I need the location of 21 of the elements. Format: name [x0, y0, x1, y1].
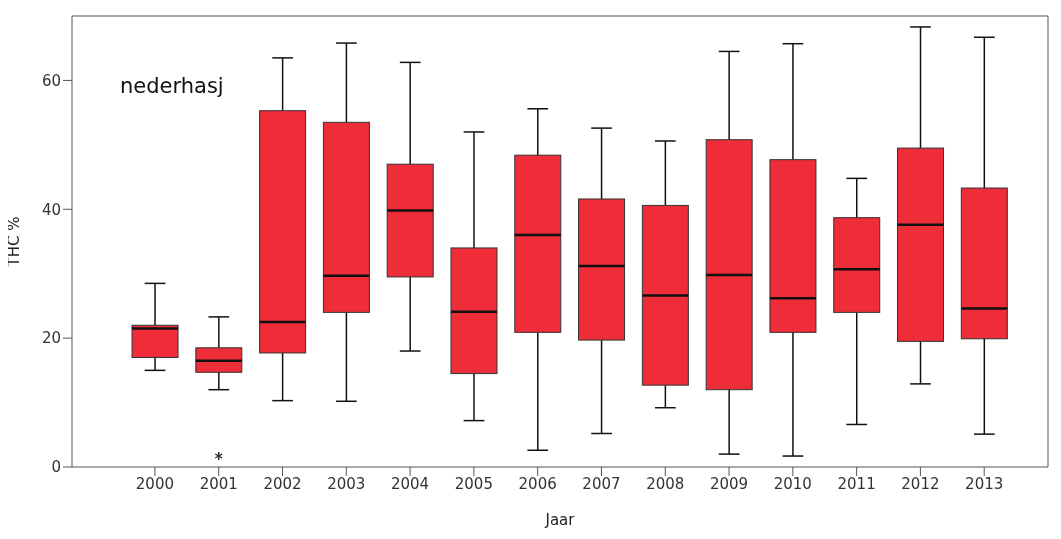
- x-axis-title: Jaar: [544, 511, 576, 529]
- y-tick-label: 60: [41, 71, 61, 90]
- x-tick-label: 2009: [709, 474, 749, 493]
- x-tick-label: 2004: [391, 474, 430, 493]
- x-tick-label: 2012: [901, 474, 940, 493]
- y-tick-label: 0: [51, 458, 61, 477]
- y-tick-label: 40: [41, 200, 61, 219]
- x-tick-label: 2010: [773, 474, 812, 493]
- x-tick-label: 2011: [837, 474, 876, 493]
- x-tick-label: 2013: [965, 474, 1004, 493]
- annotation: nederhasj: [120, 74, 224, 98]
- y-axis-title: THC %: [5, 216, 24, 268]
- x-tick-label: 2007: [582, 474, 621, 493]
- x-tick-label: 2002: [263, 474, 302, 493]
- x-tick-label: 2005: [454, 474, 493, 493]
- y-tick-label: 20: [41, 329, 61, 348]
- x-tick-label: 2006: [518, 474, 557, 493]
- x-tick-label: 2003: [327, 474, 366, 493]
- x-tick-label: 2008: [646, 474, 685, 493]
- x-tick-label: 2001: [199, 474, 238, 493]
- x-tick-label: 2000: [135, 474, 175, 493]
